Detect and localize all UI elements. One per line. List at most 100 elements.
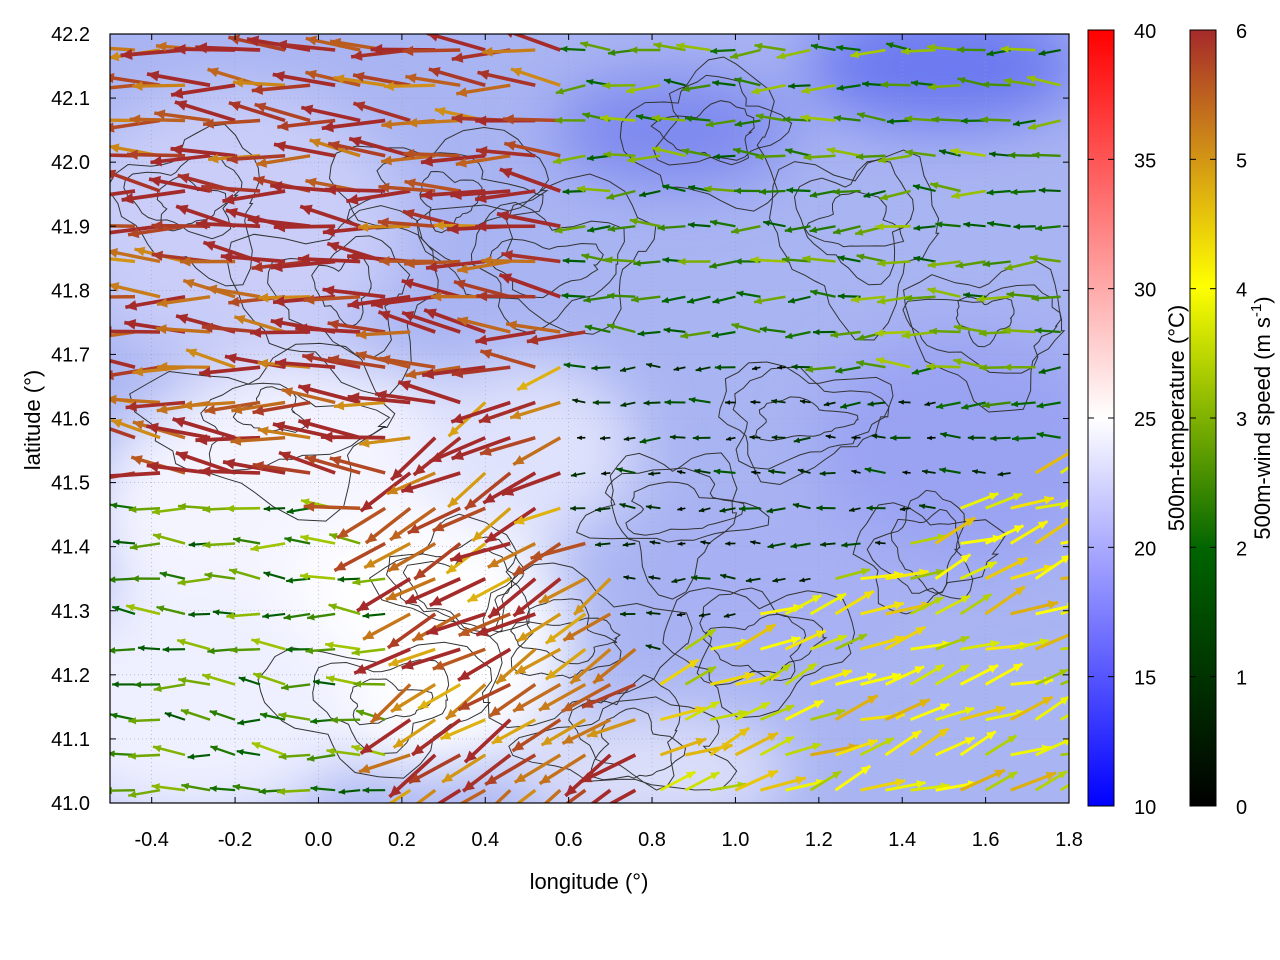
- wind-vector-head: [381, 155, 392, 166]
- wind-vector-head: [131, 455, 143, 465]
- wind-vector-head: [850, 50, 859, 59]
- wind-vector-head: [1011, 400, 1019, 408]
- wind-vector-head: [1010, 188, 1018, 196]
- wind-vector-head: [851, 469, 857, 475]
- wind-vector-head: [360, 499, 374, 512]
- wind-vector-head: [156, 605, 165, 613]
- wind-vector-head: [733, 147, 741, 155]
- wind-vector-head: [781, 256, 790, 264]
- wind-vector-head: [58, 366, 68, 376]
- wind-vector-head: [913, 255, 921, 262]
- wind-vector: [110, 578, 111, 580]
- wind-vector-head: [326, 675, 335, 683]
- wind-vector-head: [310, 717, 318, 725]
- wind-vector-head: [602, 81, 611, 90]
- wind-vector-head: [277, 120, 289, 132]
- wind-vector-head: [832, 188, 840, 196]
- wind-vector-head: [677, 506, 683, 512]
- y-tick-label: 42.0: [51, 152, 90, 174]
- wind-vector-head: [232, 783, 241, 791]
- temperature-patch: [803, 34, 1069, 127]
- wind-vector-head: [285, 646, 293, 653]
- wind-vector-head: [496, 210, 510, 222]
- wind-vector-head: [867, 401, 874, 407]
- wind-vector-head: [867, 695, 878, 705]
- wind-vector-head: [388, 561, 400, 571]
- wind-vector-head: [300, 534, 310, 542]
- wind-vector-head: [510, 410, 522, 420]
- wind-vector-head: [301, 104, 314, 116]
- wind-vector-head: [298, 418, 311, 430]
- wind-vector-head: [738, 505, 746, 512]
- wind-vector: [110, 120, 111, 123]
- wind-vector-head: [695, 366, 702, 372]
- terrain-contour: [609, 452, 738, 600]
- wind-vector-head: [402, 208, 415, 220]
- wind-vector-head: [364, 558, 376, 568]
- wind-vector-head: [959, 664, 970, 673]
- wind-vector-head: [405, 593, 418, 604]
- wind-vector-head: [391, 468, 403, 480]
- wind-vector-head: [233, 536, 241, 544]
- wind-vector-head: [453, 279, 466, 290]
- wind-vector-head: [927, 43, 936, 52]
- wind-vector-head: [238, 676, 246, 683]
- wind-vector-head: [927, 83, 936, 91]
- wind-vector-head: [895, 778, 906, 787]
- wind-vector-head: [767, 770, 778, 779]
- wind-vector-head: [175, 451, 189, 462]
- wind-vector-head: [710, 772, 720, 780]
- y-tick-label: 42.1: [51, 88, 90, 110]
- wind-vector-head: [604, 256, 613, 264]
- wind-vector-head: [961, 403, 969, 410]
- wind-vector-head: [790, 636, 801, 645]
- wind-vector-head: [857, 112, 866, 119]
- wind-vector-head: [478, 413, 492, 424]
- wind-vector: [110, 83, 136, 90]
- y-tick-label: 41.3: [51, 601, 90, 623]
- wind-vector-head: [772, 577, 779, 583]
- wind-vector: [515, 788, 537, 803]
- wind-vector-head: [750, 256, 759, 264]
- wind-vector-head: [207, 647, 215, 655]
- wind-vector-head: [203, 240, 216, 251]
- wind-vector-head: [713, 468, 721, 475]
- wind-vector-head: [347, 392, 360, 404]
- temperature-colorbar-tick-label: 30: [1134, 280, 1156, 302]
- wind-vector-head: [363, 630, 375, 640]
- wind-vector-head: [446, 708, 457, 720]
- wind-vector-head: [126, 149, 138, 160]
- wind-vector: [1060, 540, 1069, 545]
- wind-vector-head: [813, 700, 824, 709]
- wind-vector-head: [177, 578, 186, 586]
- wind-vector-head: [899, 506, 906, 512]
- wind-vector-head: [110, 282, 120, 292]
- wind-vector-head: [409, 812, 421, 822]
- wind-vector-head: [284, 536, 292, 543]
- wind-vector-head: [663, 327, 671, 334]
- wind-vector-head: [927, 435, 932, 441]
- wind-vector: [110, 358, 136, 369]
- wind-vector-head: [836, 708, 846, 717]
- wind-vector-head: [270, 260, 283, 273]
- wind-vector-head: [263, 571, 271, 578]
- wind-vector-head: [303, 501, 315, 512]
- wind-vector-head: [570, 472, 577, 478]
- wind-vector-head: [422, 368, 435, 380]
- wind-vector-head: [455, 157, 467, 168]
- wind-vector: [110, 648, 111, 650]
- wind-vector-head: [132, 81, 143, 91]
- wind-vector-head: [645, 504, 652, 510]
- temperature-patch: [552, 75, 793, 186]
- wind-vector-head: [326, 747, 335, 756]
- wind-vector: [110, 118, 136, 123]
- wind-vector-head: [476, 145, 488, 157]
- wind-vector-head: [379, 256, 390, 267]
- wind-vector: [110, 426, 136, 440]
- wind-vector-head: [707, 666, 716, 675]
- temperature-colorbar-tick-label: 15: [1134, 668, 1156, 690]
- wind-vector-head: [904, 115, 913, 123]
- wind-vector-head: [791, 363, 798, 370]
- wind-vector-head: [1034, 327, 1042, 334]
- wind-vector-head: [467, 592, 479, 602]
